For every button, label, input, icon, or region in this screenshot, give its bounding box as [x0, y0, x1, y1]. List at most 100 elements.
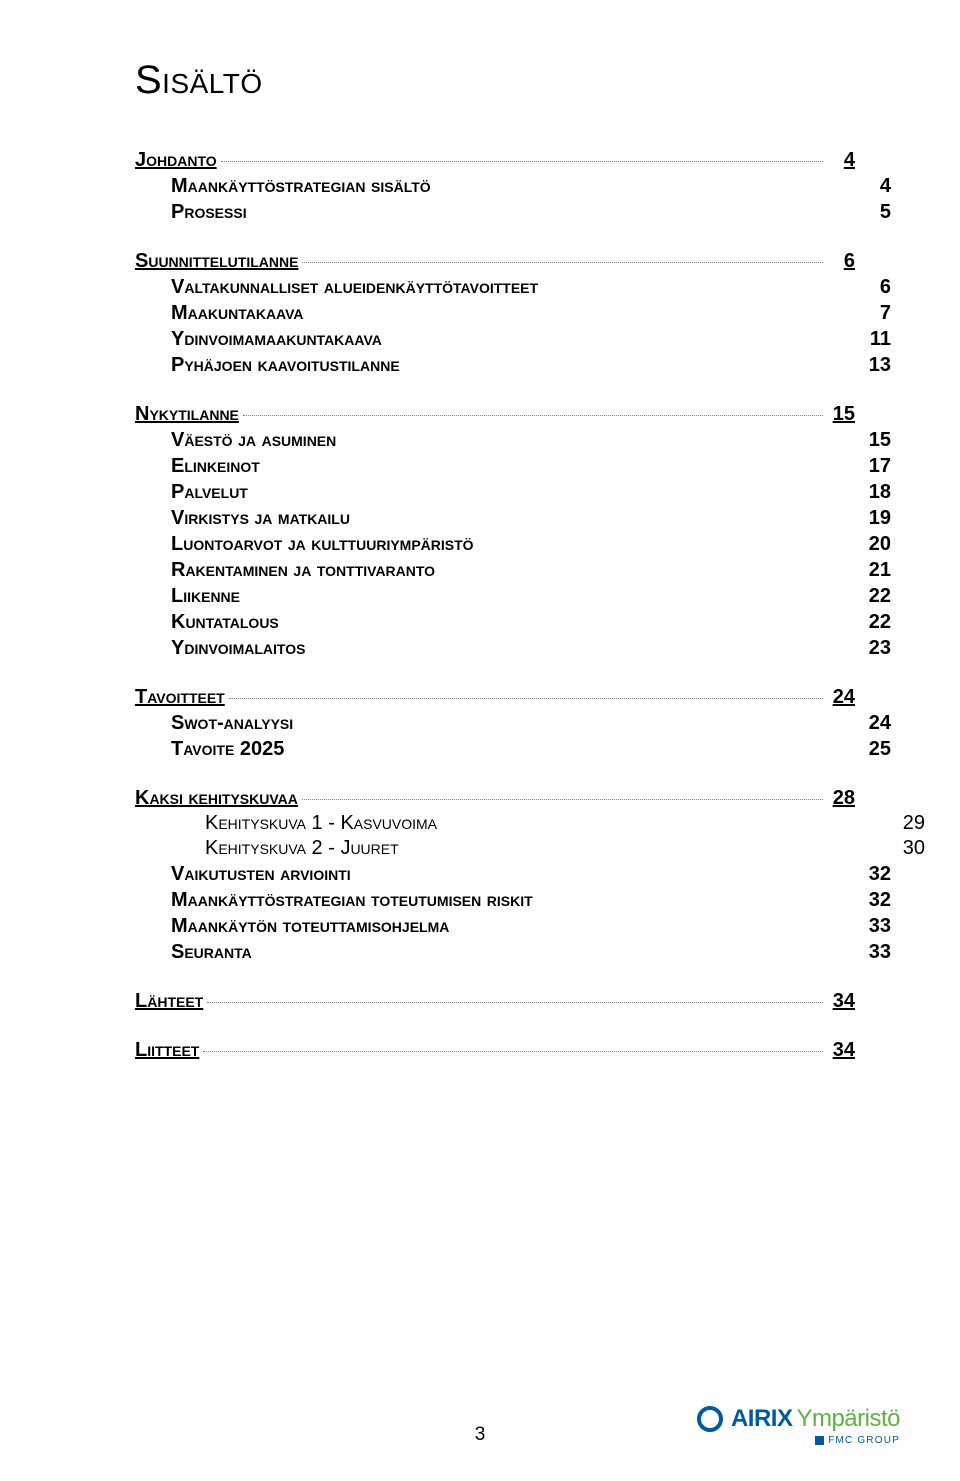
toc-page-number[interactable]: 21 — [863, 559, 891, 582]
page-title: Sisältö — [135, 58, 855, 103]
toc-page-number[interactable]: 32 — [863, 889, 891, 912]
toc-row: Johdanto 4 — [135, 149, 855, 172]
toc-label[interactable]: Pyhäjoen kaavoitustilanne — [171, 354, 400, 377]
toc-page-number[interactable]: 7 — [863, 302, 891, 325]
toc-label[interactable]: Lähteet — [135, 990, 203, 1013]
toc-label[interactable]: Liitteet — [135, 1039, 199, 1062]
toc-label[interactable]: Rakentaminen ja tonttivaranto — [171, 559, 435, 582]
toc-leader-dots — [229, 698, 823, 699]
toc-row: Suunnittelutilanne 6 — [135, 250, 855, 273]
toc-label[interactable]: Ydinvoimamaakuntakaava — [171, 328, 382, 351]
toc-row: Kehityskuva 1 - Kasvuvoima 29 — [135, 812, 925, 835]
toc-page-number[interactable]: 34 — [827, 990, 855, 1013]
toc-row: Ydinvoimalaitos 23 — [135, 637, 891, 660]
toc-row: Liitteet 34 — [135, 1039, 855, 1062]
toc-row: Swot-analyysi 24 — [135, 712, 891, 735]
toc-page-number[interactable]: 20 — [863, 533, 891, 556]
toc-label[interactable]: Virkistys ja matkailu — [171, 507, 350, 530]
toc-row: Lähteet 34 — [135, 990, 855, 1013]
toc-page-number[interactable]: 15 — [827, 403, 855, 426]
toc-row: Tavoitteet 24 — [135, 686, 855, 709]
toc-page-number[interactable]: 5 — [863, 201, 891, 224]
toc-row: Palvelut 18 — [135, 481, 891, 504]
toc-label[interactable]: Maankäyttöstrategian toteutumisen riskit — [171, 889, 533, 912]
toc-label[interactable]: Vaikutusten arviointi — [171, 863, 351, 886]
toc-leader-dots — [302, 799, 823, 800]
toc-leader-dots — [203, 1051, 823, 1052]
toc-label[interactable]: Liikenne — [171, 585, 240, 608]
toc-page-number[interactable]: 13 — [863, 354, 891, 377]
toc-label[interactable]: Kehityskuva 2 - Juuret — [205, 837, 399, 860]
toc-page-number[interactable]: 24 — [863, 712, 891, 735]
toc-row: Maankäytön toteuttamisohjelma 33 — [135, 915, 891, 938]
toc-label[interactable]: Prosessi — [171, 201, 247, 224]
toc-label[interactable]: Valtakunnalliset alueidenkäyttötavoittee… — [171, 276, 538, 299]
toc-label[interactable]: Johdanto — [135, 149, 217, 172]
toc-label[interactable]: Maankäyttöstrategian sisältö — [171, 175, 431, 198]
toc-row: Nykytilanne 15 — [135, 403, 855, 426]
toc-row: Kaksi kehityskuvaa 28 — [135, 787, 855, 810]
toc-page-number[interactable]: 22 — [863, 611, 891, 634]
toc-row: Tavoite 2025 25 — [135, 738, 891, 761]
toc-row: Luontoarvot ja kulttuuriympäristö 20 — [135, 533, 891, 556]
toc-page-number[interactable]: 33 — [863, 915, 891, 938]
page: Sisältö Johdanto4Maankäyttöstrategian si… — [0, 0, 960, 1481]
toc-label[interactable]: Väestö ja asuminen — [171, 429, 336, 452]
toc-page-number[interactable]: 4 — [863, 175, 891, 198]
toc-row: Liikenne 22 — [135, 585, 891, 608]
toc-label[interactable]: Tavoite 2025 — [171, 738, 284, 761]
toc-page-number[interactable]: 33 — [863, 941, 891, 964]
toc-row: Kuntatalous 22 — [135, 611, 891, 634]
toc-page-number[interactable]: 22 — [863, 585, 891, 608]
toc-page-number[interactable]: 19 — [863, 507, 891, 530]
toc-row: Ydinvoimamaakuntakaava 11 — [135, 328, 891, 351]
toc-label[interactable]: Maakuntakaava — [171, 302, 304, 325]
toc-page-number[interactable]: 28 — [827, 787, 855, 810]
toc-page-number[interactable]: 11 — [863, 328, 891, 351]
toc-page-number[interactable]: 24 — [827, 686, 855, 709]
toc-row: Väestö ja asuminen 15 — [135, 429, 891, 452]
toc-label[interactable]: Swot-analyysi — [171, 712, 293, 735]
toc-page-number[interactable]: 29 — [897, 812, 925, 835]
toc-row: Maakuntakaava 7 — [135, 302, 891, 325]
toc-row: Elinkeinot 17 — [135, 455, 891, 478]
toc-row: Maankäyttöstrategian toteutumisen riskit… — [135, 889, 891, 912]
toc-row: Virkistys ja matkailu 19 — [135, 507, 891, 530]
toc-label[interactable]: Palvelut — [171, 481, 248, 504]
toc-row: Pyhäjoen kaavoitustilanne 13 — [135, 354, 891, 377]
footer: 3 AIRIX Ympäristö FMC GROUP — [0, 1405, 960, 1446]
toc-label[interactable]: Luontoarvot ja kulttuuriympäristö — [171, 533, 474, 556]
toc-label[interactable]: Maankäytön toteuttamisohjelma — [171, 915, 449, 938]
toc-row: Valtakunnalliset alueidenkäyttötavoittee… — [135, 276, 891, 299]
toc-label[interactable]: Suunnittelutilanne — [135, 250, 298, 273]
toc-page-number[interactable]: 6 — [827, 250, 855, 273]
toc-label[interactable]: Kaksi kehityskuvaa — [135, 787, 298, 810]
toc-label[interactable]: Seuranta — [171, 941, 252, 964]
toc-page-number[interactable]: 25 — [863, 738, 891, 761]
toc-label[interactable]: Tavoitteet — [135, 686, 225, 709]
toc-row: Prosessi 5 — [135, 201, 891, 224]
toc-page-number[interactable]: 23 — [863, 637, 891, 660]
toc-page-number[interactable]: 32 — [863, 863, 891, 886]
toc-leader-dots — [207, 1002, 823, 1003]
toc-row: Rakentaminen ja tonttivaranto 21 — [135, 559, 891, 582]
page-number: 3 — [0, 1424, 960, 1446]
toc-page-number[interactable]: 6 — [863, 276, 891, 299]
toc-leader-dots — [221, 161, 823, 162]
toc-page-number[interactable]: 17 — [863, 455, 891, 478]
toc-leader-dots — [243, 415, 823, 416]
toc-row: Kehityskuva 2 - Juuret 30 — [135, 837, 925, 860]
toc-page-number[interactable]: 4 — [827, 149, 855, 172]
toc-label[interactable]: Kehityskuva 1 - Kasvuvoima — [205, 812, 437, 835]
toc-row: Vaikutusten arviointi 32 — [135, 863, 891, 886]
toc-row: Maankäyttöstrategian sisältö 4 — [135, 175, 891, 198]
toc-leader-dots — [302, 262, 823, 263]
toc-page-number[interactable]: 34 — [827, 1039, 855, 1062]
toc-page-number[interactable]: 18 — [863, 481, 891, 504]
toc-page-number[interactable]: 30 — [897, 837, 925, 860]
toc-label[interactable]: Elinkeinot — [171, 455, 260, 478]
toc-page-number[interactable]: 15 — [863, 429, 891, 452]
toc-label[interactable]: Nykytilanne — [135, 403, 239, 426]
toc-label[interactable]: Kuntatalous — [171, 611, 279, 634]
toc-label[interactable]: Ydinvoimalaitos — [171, 637, 305, 660]
